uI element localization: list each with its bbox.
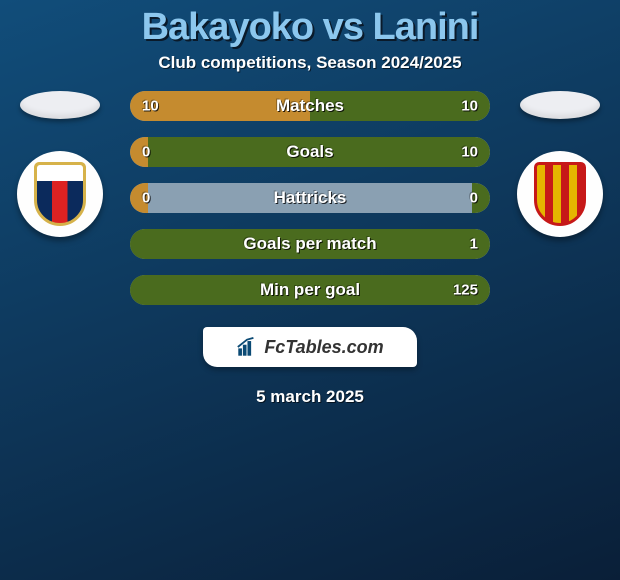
stat-bar-left-value: 0 (142, 190, 150, 207)
stat-bar-row: Min per goal 125 (130, 275, 490, 305)
right-club-crest (517, 151, 603, 237)
branding-chart-icon (236, 336, 258, 358)
infographic-container: Bakayoko vs Lanini Club competitions, Se… (0, 0, 620, 580)
left-player-badges (10, 91, 110, 237)
stat-bar-row: Matches 10 10 (130, 91, 490, 121)
comparison-main: Matches 10 10 Goals 0 10 Hattricks 0 0 Goals per … (0, 91, 620, 305)
stat-bar-right-value: 0 (470, 190, 478, 207)
right-nation-flag (520, 91, 600, 119)
stat-bars: Matches 10 10 Goals 0 10 Hattricks 0 0 Goals per … (130, 91, 490, 305)
stat-bar-label: Goals per match (243, 234, 376, 254)
stat-bar-right-value: 10 (461, 144, 478, 161)
stat-bar-left-value: 0 (142, 144, 150, 161)
stat-bar-right-value: 10 (461, 98, 478, 115)
branding-text: FcTables.com (264, 337, 383, 358)
page-subtitle: Club competitions, Season 2024/2025 (0, 53, 620, 73)
right-player-badges (510, 91, 610, 237)
infographic-date: 5 march 2025 (0, 387, 620, 407)
right-club-crest-shield (534, 162, 586, 226)
stat-bar-left-value: 10 (142, 98, 159, 115)
stat-bar-right-value: 125 (453, 282, 478, 299)
page-title: Bakayoko vs Lanini (0, 6, 620, 49)
stat-bar-label: Matches (276, 96, 344, 116)
stat-bar-label: Min per goal (260, 280, 360, 300)
stat-bar-row: Goals 0 10 (130, 137, 490, 167)
left-nation-flag (20, 91, 100, 119)
stat-bar-row: Goals per match 1 (130, 229, 490, 259)
branding-box: FcTables.com (203, 327, 417, 367)
stat-bar-right-value: 1 (470, 236, 478, 253)
left-club-crest (17, 151, 103, 237)
left-club-crest-shield (34, 162, 86, 226)
stat-bar-row: Hattricks 0 0 (130, 183, 490, 213)
stat-bar-label: Hattricks (274, 188, 347, 208)
stat-bar-label: Goals (286, 142, 333, 162)
